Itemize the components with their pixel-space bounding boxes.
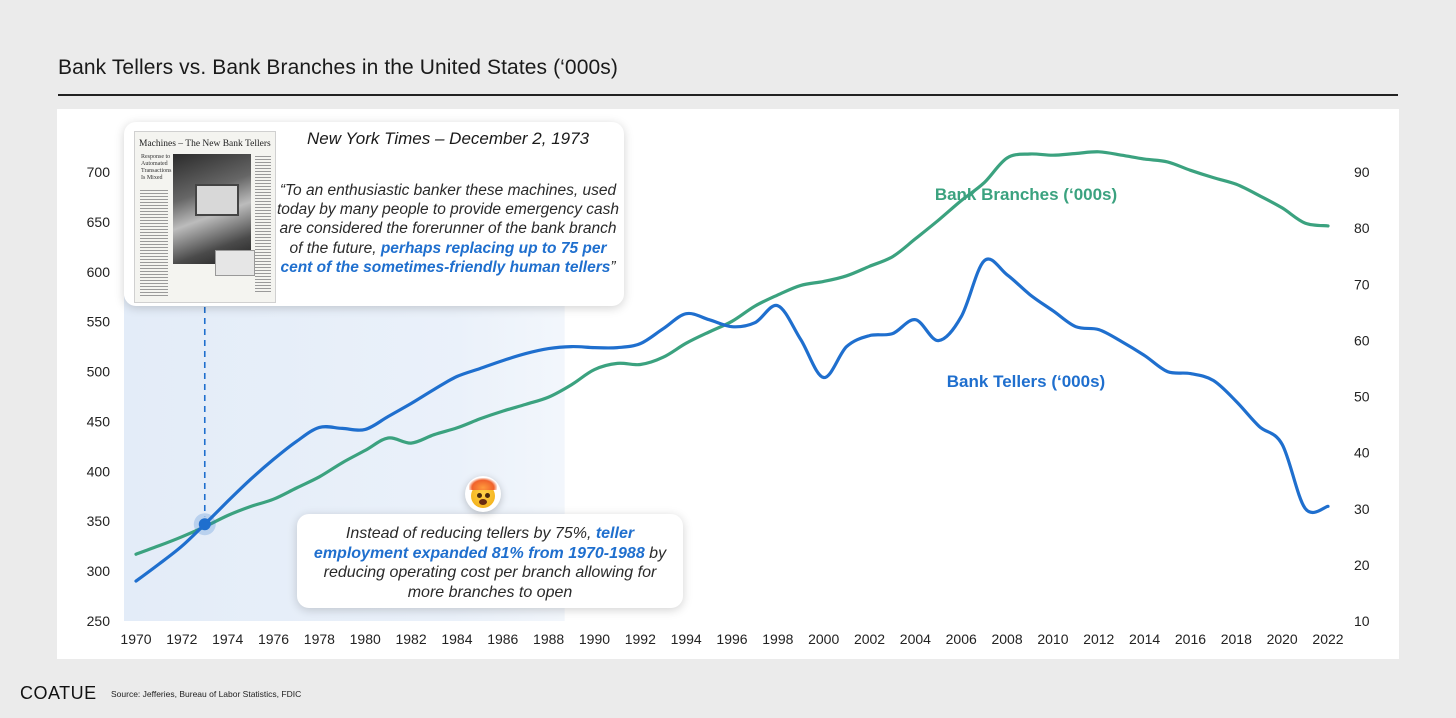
clipping-column (140, 188, 168, 296)
insight-callout: Instead of reducing tellers by 75%, tell… (297, 514, 683, 608)
x-tick-label: 2000 (808, 631, 839, 647)
y-right-tick-label: 50 (1354, 389, 1370, 405)
x-tick-label: 1972 (166, 631, 197, 647)
x-tick-label: 2014 (1129, 631, 1160, 647)
x-tick-label: 1988 (533, 631, 564, 647)
x-tick-label: 2004 (900, 631, 931, 647)
x-tick-label: 2012 (1083, 631, 1114, 647)
y-left-tick-label: 650 (87, 214, 111, 230)
x-tick-label: 1990 (579, 631, 610, 647)
emoji-mouth (479, 499, 487, 505)
clipping-photo (173, 154, 251, 264)
x-tick-label: 2006 (946, 631, 977, 647)
clipping-headline: Machines – The New Bank Tellers (139, 139, 271, 149)
callout-source: New York Times – December 2, 1973 (306, 129, 590, 148)
y-left-tick-label: 350 (87, 513, 111, 529)
x-tick-label: 2002 (854, 631, 885, 647)
callout-quote: “To an enthusiastic banker these machine… (276, 181, 620, 277)
x-tick-label: 2018 (1221, 631, 1252, 647)
data-point-marker (198, 518, 211, 531)
x-tick-label: 1982 (395, 631, 426, 647)
tellers-series-label: Bank Tellers (‘000s) (947, 372, 1105, 391)
clipping-column (255, 154, 271, 294)
y-left-tick-label: 400 (87, 463, 111, 479)
newspaper-clipping-image: Machines – The New Bank Tellers Response… (134, 131, 276, 303)
x-tick-label: 2008 (991, 631, 1022, 647)
y-left-tick-label: 600 (87, 264, 111, 280)
x-tick-label: 1994 (671, 631, 702, 647)
x-tick-label: 2020 (1267, 631, 1298, 647)
clipping-photo-machine (195, 184, 239, 216)
quote-end: ” (610, 258, 616, 276)
y-right-tick-label: 70 (1354, 276, 1370, 292)
tellers-series-line (134, 257, 1330, 583)
y-left-tick-label: 550 (87, 314, 111, 330)
exploding-head-icon (465, 476, 501, 512)
y-right-tick-label: 40 (1354, 445, 1370, 461)
x-tick-label: 1984 (441, 631, 472, 647)
x-tick-label: 1998 (762, 631, 793, 647)
clipping-subhead: Response to Automated Transactions Is Mi… (141, 154, 172, 181)
insight-text-after: by reducing operating cost per branch al… (323, 544, 667, 601)
x-tick-label: 1986 (487, 631, 518, 647)
y-right-tick-label: 60 (1354, 332, 1370, 348)
insight-highlight: teller employment expanded 81% from 1970… (313, 525, 645, 562)
y-left-tick-label: 300 (87, 563, 111, 579)
x-tick-label: 1970 (120, 631, 151, 647)
insight-text-before: Instead of reducing tellers by 75%, (345, 525, 596, 542)
insight-text: Instead of reducing tellers by 75%, tell… (307, 524, 673, 602)
emoji-eye (485, 493, 490, 498)
y-left-tick-label: 700 (87, 164, 111, 180)
x-tick-label: 1976 (258, 631, 289, 647)
x-tick-label: 1996 (716, 631, 747, 647)
y-left-tick-label: 450 (87, 413, 111, 429)
quote-text: “To an enthusiastic banker these machine… (276, 182, 620, 257)
x-tick-label: 2016 (1175, 631, 1206, 647)
nyt-callout: Machines – The New Bank Tellers Response… (124, 122, 624, 306)
clipping-caption-box (215, 250, 255, 276)
x-tick-label: 1974 (212, 631, 243, 647)
emoji-burst (469, 478, 497, 490)
y-right-tick-label: 20 (1354, 557, 1370, 573)
title-divider (58, 94, 1398, 96)
branches-series-label: Bank Branches (‘000s) (935, 185, 1117, 204)
brand-logo: COATUE (20, 683, 97, 703)
quote-highlight: perhaps replacing up to 75 per cent of t… (280, 239, 611, 276)
source-note: Source: Jefferies, Bureau of Labor Stati… (111, 689, 302, 699)
y-right-tick-label: 80 (1354, 220, 1370, 236)
x-tick-label: 1992 (625, 631, 656, 647)
y-left-tick-label: 500 (87, 364, 111, 380)
x-tick-label: 2022 (1312, 631, 1343, 647)
y-right-tick-label: 30 (1354, 501, 1370, 517)
emoji-eye (477, 493, 482, 498)
branches-series-line (134, 150, 1330, 556)
y-right-tick-label: 90 (1354, 164, 1370, 180)
x-tick-label: 2010 (1037, 631, 1068, 647)
x-tick-label: 1978 (304, 631, 335, 647)
x-tick-label: 1980 (350, 631, 381, 647)
chart-title: Bank Tellers vs. Bank Branches in the Un… (58, 56, 618, 79)
y-right-tick-label: 10 (1354, 613, 1370, 629)
y-left-tick-label: 250 (87, 613, 111, 629)
